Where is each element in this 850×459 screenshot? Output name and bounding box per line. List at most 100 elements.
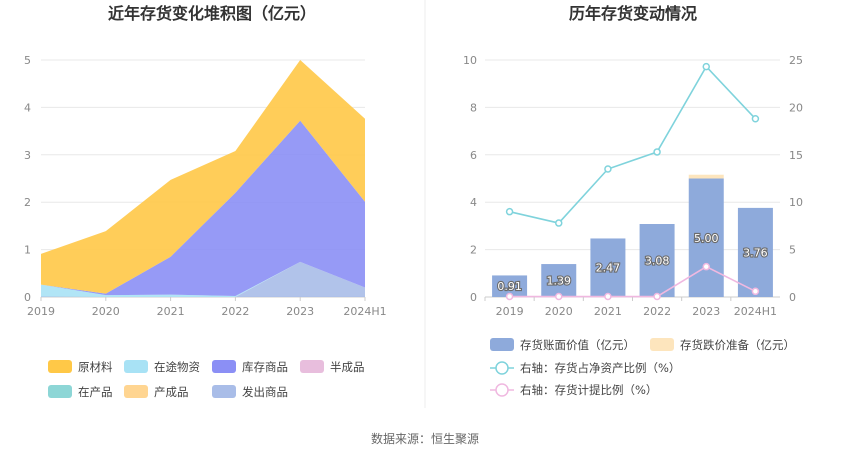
bar-book-value <box>737 207 773 297</box>
line-point <box>751 115 760 123</box>
line-point <box>702 62 710 71</box>
left-area-series <box>41 60 365 297</box>
right-x-axis: 2019 2020 2021 2022 2023 2024H1 <box>484 297 777 318</box>
right-y2-tick-label: 5 <box>789 244 796 257</box>
line-右轴：存货计提比例（%） <box>509 265 756 298</box>
legend-label: 半成品 <box>330 360 365 374</box>
right-x-tick-label: 2023 <box>692 305 720 318</box>
left-y-tick-label: 1 <box>24 244 31 257</box>
right-y2-tick-label: 15 <box>789 149 803 162</box>
left-x-tick-label: 2024H1 <box>343 305 386 318</box>
legend-label: 在产品 <box>78 385 113 399</box>
right-chart-title: 历年存货变动情况 <box>569 4 697 23</box>
right-left-y-axis: 0 2 4 6 8 10 <box>463 54 477 304</box>
legend-swatch <box>124 385 148 398</box>
right-x-tick-label: 2024H1 <box>734 305 777 318</box>
legend-label: 存货账面价值（亿元） <box>520 338 635 352</box>
bar-book-value <box>492 275 528 297</box>
right-x-tick-label: 2022 <box>643 305 671 318</box>
legend-swatch <box>650 338 674 351</box>
line-point <box>653 148 661 156</box>
left-y-tick-label: 5 <box>24 54 31 67</box>
right-right-y-axis: 0 5 10 15 20 25 <box>789 54 803 304</box>
left-y-axis: 0 1 2 3 4 5 <box>24 54 31 304</box>
right-chart: 历年存货变动情况 0.91 1.39 2.47 3.08 5.00 3.76 0 2 4 6 8 1… <box>463 4 803 397</box>
bar-value-label: 2.47 <box>596 262 621 275</box>
legend-label: 库存商品 <box>242 360 288 374</box>
legend-marker <box>495 361 509 375</box>
left-x-tick-label: 2022 <box>221 305 249 318</box>
left-y-tick-label: 4 <box>24 101 31 114</box>
right-y2-tick-label: 20 <box>789 101 803 114</box>
right-x-tick-label: 2021 <box>594 305 622 318</box>
left-y-tick-label: 2 <box>24 196 31 209</box>
right-y-tick-label: 6 <box>470 149 477 162</box>
legend-swatch <box>212 385 236 398</box>
bar-impairment <box>688 174 724 179</box>
right-x-tick-label: 2019 <box>496 305 524 318</box>
line-point <box>604 165 612 173</box>
line-point <box>555 292 563 301</box>
bar-book-value <box>590 238 626 297</box>
area-原材料 <box>41 60 365 294</box>
bar-value-label: 3.08 <box>645 255 670 268</box>
bar-book-value <box>639 224 675 297</box>
right-x-tick-label: 2020 <box>545 305 573 318</box>
right-gridlines <box>485 59 780 298</box>
legend-swatch <box>124 360 148 373</box>
bar-book-value <box>541 264 577 297</box>
bar-book-value <box>688 178 724 297</box>
legend-swatch <box>48 360 72 373</box>
line-point <box>653 292 661 301</box>
bar-value-label: 1.39 <box>547 275 572 288</box>
line-point <box>555 219 563 227</box>
right-y-tick-label: 2 <box>470 244 477 257</box>
left-chart: 近年存货变化堆积图（亿元） 0 1 2 3 4 5 2019 2020 2021 2022 202… <box>24 4 387 399</box>
left-x-tick-label: 2020 <box>92 305 120 318</box>
left-chart-title: 近年存货变化堆积图（亿元） <box>108 4 316 23</box>
bar-value-label: 5.00 <box>694 232 719 245</box>
area-在途物资 <box>41 261 365 297</box>
area-库存商品 <box>41 120 365 297</box>
left-x-axis: 2019 2020 2021 2022 2023 2024H1 <box>27 297 387 318</box>
legend-swatch <box>212 360 236 373</box>
bar-value-label: 3.76 <box>743 246 768 259</box>
left-y-tick-label: 0 <box>24 291 31 304</box>
line-point <box>505 207 514 216</box>
legend-label: 右轴：存货计提比例（%） <box>520 383 657 397</box>
right-y-tick-label: 8 <box>470 101 477 114</box>
left-x-tick-label: 2019 <box>27 305 55 318</box>
legend-swatch <box>48 385 72 398</box>
line-point <box>702 262 710 271</box>
legend-label: 原材料 <box>78 360 113 374</box>
right-y2-tick-label: 0 <box>789 291 796 304</box>
right-bar-series: 0.91 1.39 2.47 3.08 5.00 3.76 <box>492 174 773 297</box>
area-发出商品 <box>41 261 365 297</box>
right-y-tick-label: 0 <box>470 291 477 304</box>
right-legend: 存货账面价值（亿元） 存货跌价准备（亿元）右轴：存货占净资产比例（%） 右轴：存货计… <box>490 338 795 397</box>
legend-label: 产成品 <box>154 385 189 399</box>
data-source: 数据来源：恒生聚源 <box>371 431 479 446</box>
left-y-tick-label: 3 <box>24 149 31 162</box>
line-右轴：存货占净资产比例（%） <box>509 65 756 224</box>
line-point <box>751 287 760 296</box>
right-y2-tick-label: 25 <box>789 54 803 67</box>
right-line-series <box>505 62 760 301</box>
left-x-tick-label: 2021 <box>157 305 185 318</box>
legend-label: 存货跌价准备（亿元） <box>680 338 795 352</box>
right-y-tick-label: 10 <box>463 54 477 67</box>
right-y2-tick-label: 10 <box>789 196 803 209</box>
legend-label: 发出商品 <box>242 385 288 399</box>
legend-label: 右轴：存货占净资产比例（%） <box>520 361 680 375</box>
legend-marker <box>495 383 509 397</box>
line-point <box>505 292 514 301</box>
left-x-tick-label: 2023 <box>286 305 314 318</box>
legend-label: 在途物资 <box>154 360 200 374</box>
bar-value-label: 0.91 <box>497 280 522 293</box>
legend-swatch <box>300 360 324 373</box>
line-point <box>604 292 612 301</box>
right-y-tick-label: 4 <box>470 196 477 209</box>
legend-swatch <box>490 338 514 351</box>
